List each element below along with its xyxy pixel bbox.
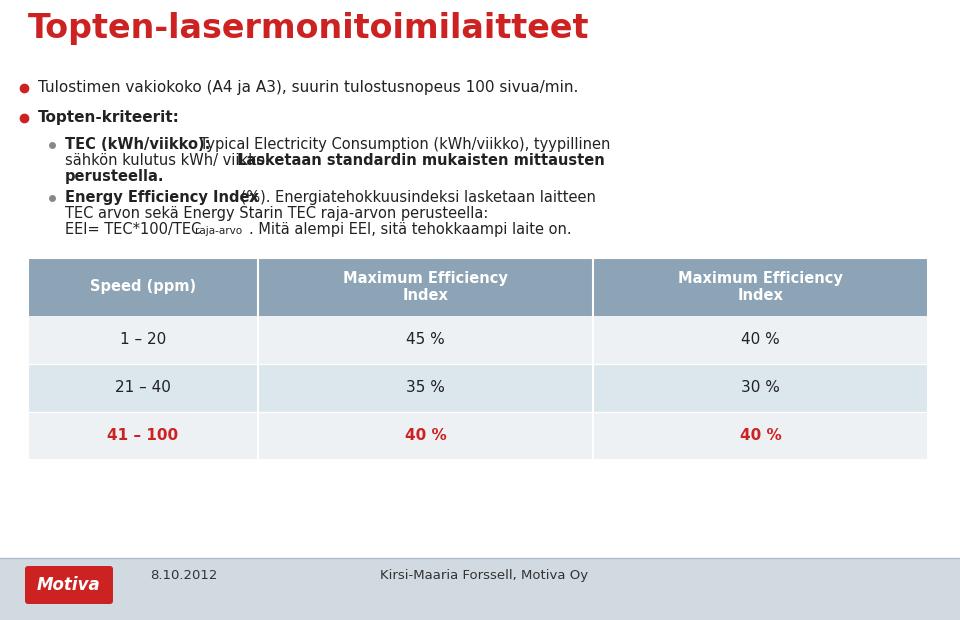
Bar bbox=[28, 316, 928, 364]
Text: . Mitä alempi EEI, sitä tehokkaampi laite on.: . Mitä alempi EEI, sitä tehokkaampi lait… bbox=[249, 222, 571, 237]
Text: EEI= TEC*100/TEC: EEI= TEC*100/TEC bbox=[65, 222, 202, 237]
Text: 35 %: 35 % bbox=[406, 381, 444, 396]
Text: sähkön kulutus kWh/ viikko.: sähkön kulutus kWh/ viikko. bbox=[65, 153, 275, 168]
Text: TEC (kWh/viikko):: TEC (kWh/viikko): bbox=[65, 137, 210, 152]
Text: Energy Efficiency Index: Energy Efficiency Index bbox=[65, 190, 259, 205]
Text: 40 %: 40 % bbox=[739, 428, 781, 443]
Text: TEC arvon sekä Energy Starin TEC raja-arvon perusteella:: TEC arvon sekä Energy Starin TEC raja-ar… bbox=[65, 206, 489, 221]
Text: Maximum Efficiency
Index: Maximum Efficiency Index bbox=[678, 271, 843, 303]
Text: Speed (ppm): Speed (ppm) bbox=[90, 280, 196, 294]
Text: (%). Energiatehokkuusindeksi lasketaan laitteen: (%). Energiatehokkuusindeksi lasketaan l… bbox=[236, 190, 596, 205]
Text: Lasketaan standardin mukaisten mittausten: Lasketaan standardin mukaisten mittauste… bbox=[237, 153, 605, 168]
Bar bbox=[28, 364, 928, 412]
Text: raja-arvo: raja-arvo bbox=[195, 226, 242, 236]
Text: Motiva: Motiva bbox=[37, 576, 101, 594]
Text: 40 %: 40 % bbox=[404, 428, 446, 443]
Text: Maximum Efficiency
Index: Maximum Efficiency Index bbox=[343, 271, 508, 303]
Text: Topten-lasermonitoimilaitteet: Topten-lasermonitoimilaitteet bbox=[28, 12, 589, 45]
Text: Topten-kriteerit:: Topten-kriteerit: bbox=[38, 110, 180, 125]
Text: Tulostimen vakiokoko (A4 ja A3), suurin tulostusnopeus 100 sivua/min.: Tulostimen vakiokoko (A4 ja A3), suurin … bbox=[38, 80, 578, 95]
Text: 8.10.2012: 8.10.2012 bbox=[150, 569, 217, 582]
Text: 45 %: 45 % bbox=[406, 332, 444, 347]
Text: 30 %: 30 % bbox=[741, 381, 780, 396]
FancyBboxPatch shape bbox=[25, 566, 113, 604]
Text: Kirsi-Maaria Forssell, Motiva Oy: Kirsi-Maaria Forssell, Motiva Oy bbox=[380, 569, 588, 582]
Text: 41 – 100: 41 – 100 bbox=[108, 428, 179, 443]
Bar bbox=[0, 558, 960, 620]
Text: Typical Electricity Consumption (kWh/viikko), tyypillinen: Typical Electricity Consumption (kWh/vii… bbox=[195, 137, 611, 152]
Text: 1 – 20: 1 – 20 bbox=[120, 332, 166, 347]
Text: perusteella.: perusteella. bbox=[65, 169, 164, 184]
Text: 40 %: 40 % bbox=[741, 332, 780, 347]
Bar bbox=[28, 412, 928, 460]
Text: 21 – 40: 21 – 40 bbox=[115, 381, 171, 396]
Bar bbox=[28, 258, 928, 316]
